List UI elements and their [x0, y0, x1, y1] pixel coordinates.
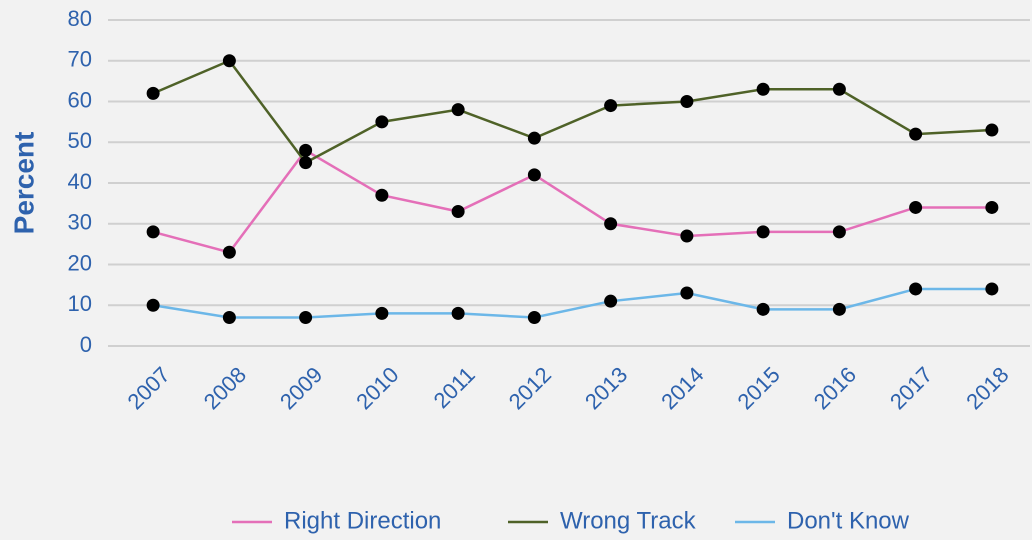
- data-point: [222, 310, 236, 324]
- data-point: [909, 127, 923, 141]
- y-axis-label: Percent: [8, 132, 39, 235]
- data-point: [146, 225, 160, 239]
- y-tick-label: 10: [68, 291, 92, 316]
- data-point: [756, 225, 770, 239]
- data-point: [604, 99, 618, 113]
- data-point: [146, 86, 160, 100]
- data-point: [527, 168, 541, 182]
- data-point: [451, 306, 465, 320]
- data-point: [222, 245, 236, 259]
- data-point: [375, 188, 389, 202]
- series-line: [152, 59, 992, 165]
- data-point: [299, 310, 313, 324]
- x-tick-label: 2013: [580, 362, 632, 414]
- x-tick-label: 2008: [199, 362, 251, 414]
- data-point: [375, 306, 389, 320]
- data-point: [832, 302, 846, 316]
- data-point: [451, 103, 465, 117]
- x-tick-label: 2010: [351, 362, 403, 414]
- x-tick-label: 2009: [275, 362, 327, 414]
- x-tick-label: 2018: [961, 362, 1013, 414]
- data-point: [680, 286, 694, 300]
- y-tick-label: 50: [68, 128, 92, 153]
- data-point: [909, 282, 923, 296]
- data-point: [985, 282, 999, 296]
- data-point: [604, 217, 618, 231]
- data-point: [146, 298, 160, 312]
- data-point: [451, 205, 465, 219]
- y-tick-label: 60: [68, 87, 92, 112]
- data-point: [222, 54, 236, 68]
- series-line: [152, 287, 992, 319]
- legend-label: Right Direction: [284, 507, 441, 534]
- data-point: [527, 131, 541, 145]
- data-point: [985, 123, 999, 137]
- x-tick-label: 2014: [656, 362, 708, 414]
- data-point: [909, 200, 923, 214]
- legend-label: Don't Know: [787, 507, 910, 534]
- legend-label: Wrong Track: [560, 507, 697, 534]
- data-point: [527, 310, 541, 324]
- y-tick-label: 70: [68, 47, 92, 72]
- data-point: [756, 302, 770, 316]
- y-tick-label: 40: [68, 169, 92, 194]
- y-tick-label: 30: [68, 210, 92, 235]
- y-tick-label: 20: [68, 250, 92, 275]
- data-point: [680, 95, 694, 108]
- data-point: [299, 156, 313, 170]
- x-tick-label: 2017: [885, 362, 937, 414]
- x-tick-label: 2007: [122, 362, 174, 414]
- data-point: [375, 115, 389, 129]
- series-line: [152, 148, 992, 254]
- data-point: [604, 294, 618, 308]
- data-point: [832, 225, 846, 239]
- data-point: [832, 82, 846, 96]
- data-point: [680, 229, 694, 243]
- y-tick-label: 80: [68, 6, 92, 31]
- data-point: [756, 82, 770, 96]
- y-tick-label: 0: [80, 332, 92, 357]
- x-tick-label: 2015: [732, 362, 784, 414]
- x-tick-label: 2016: [809, 362, 861, 414]
- data-point: [985, 200, 999, 214]
- data-point: [299, 143, 313, 157]
- x-tick-label: 2012: [504, 362, 556, 414]
- x-tick-label: 2011: [429, 362, 480, 413]
